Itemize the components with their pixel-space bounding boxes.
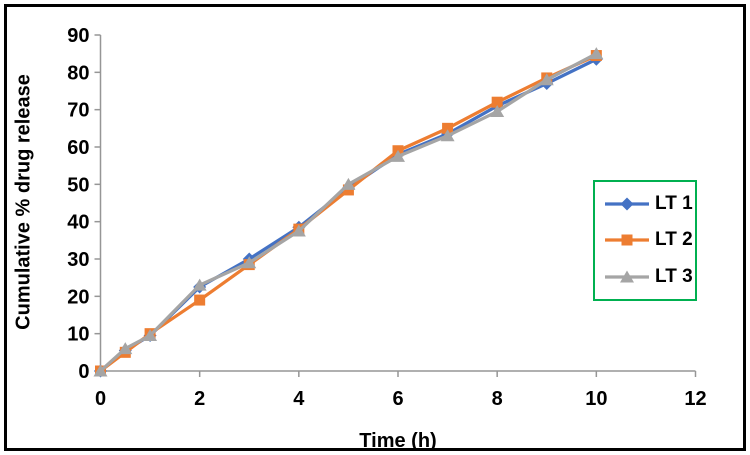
legend: LT 1 LT 2 LT 3 xyxy=(593,180,697,301)
y-tick-label: 30 xyxy=(67,249,89,271)
series-marker-lt-3 xyxy=(242,256,257,269)
legend-label-lt1: LT 1 xyxy=(655,193,693,215)
series-line-lt-2 xyxy=(98,53,598,373)
y-axis-title: Cumulative % drug release xyxy=(12,74,35,330)
x-tick-label: 10 xyxy=(585,388,607,410)
y-tick-label: 90 xyxy=(67,25,89,47)
series-marker-lt-3 xyxy=(118,342,133,355)
y-tick-label: 70 xyxy=(67,100,89,122)
series-marker-lt-3 xyxy=(539,73,554,86)
legend-sample-marker xyxy=(621,234,633,246)
series-marker-lt-3 xyxy=(440,129,455,142)
series-marker-lt-2 xyxy=(442,122,454,134)
series-marker-lt-2 xyxy=(491,96,503,108)
x-tick-label: 4 xyxy=(293,388,305,410)
legend-marker-lt3-icon xyxy=(605,270,649,283)
legend-entry-lt2: LT 2 xyxy=(603,229,695,251)
legend-label-lt3: LT 3 xyxy=(655,265,693,287)
x-tick-label: 6 xyxy=(392,388,403,410)
x-axis-title: Time (h) xyxy=(359,430,437,452)
series-marker-lt-3 xyxy=(341,177,356,190)
x-tick-label: 8 xyxy=(492,388,503,410)
series-marker-lt-3 xyxy=(93,364,108,377)
series-marker-lt-3 xyxy=(490,105,505,118)
y-tick-label: 10 xyxy=(67,324,89,346)
x-tick-label: 2 xyxy=(194,388,205,410)
y-tick-label: 40 xyxy=(67,212,89,234)
legend-label-lt2: LT 2 xyxy=(655,229,693,251)
y-tick-label: 80 xyxy=(67,62,89,84)
y-tick-label: 20 xyxy=(67,286,89,308)
series-marker-lt-3 xyxy=(192,278,207,291)
legend-marker-lt2-icon xyxy=(605,234,649,246)
x-tick-label: 0 xyxy=(95,388,106,410)
series-marker-lt-3 xyxy=(391,149,405,162)
legend-entry-lt1: LT 1 xyxy=(603,193,695,215)
x-tick-label: 12 xyxy=(684,388,706,410)
y-tick-label: 50 xyxy=(67,174,89,196)
legend-sample-marker xyxy=(620,197,634,211)
series-line-lt-3 xyxy=(98,52,598,373)
legend-marker-lt1-icon xyxy=(605,197,649,211)
y-tick-label: 0 xyxy=(78,361,89,383)
legend-sample-marker xyxy=(620,270,634,283)
y-tick-label: 60 xyxy=(67,137,89,159)
series-marker-lt-3 xyxy=(143,329,158,342)
series-marker-lt-2 xyxy=(342,184,354,196)
series-marker-lt-3 xyxy=(291,224,306,237)
series-line-lt-1 xyxy=(98,57,598,373)
series-marker-lt-2 xyxy=(194,294,206,306)
legend-entry-lt3: LT 3 xyxy=(603,266,695,288)
series-marker-lt-3 xyxy=(589,47,604,60)
